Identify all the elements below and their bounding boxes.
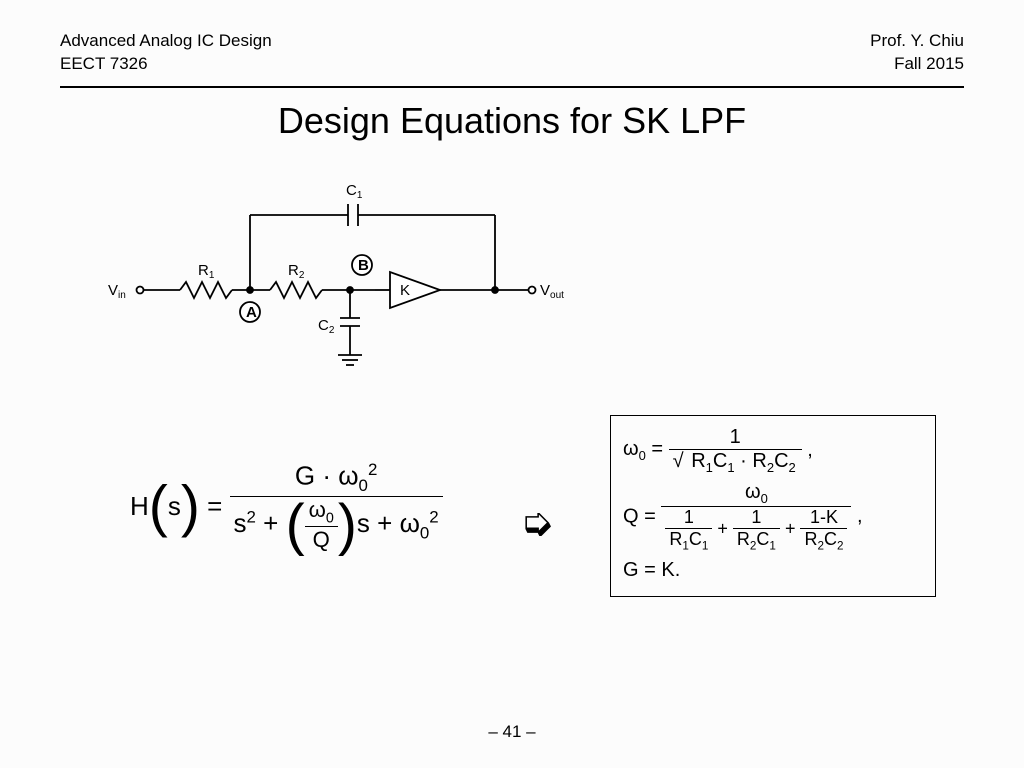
course-code: EECT 7326 — [60, 53, 272, 76]
equations: H(s) = G · ω02 s2 + ( ω0 Q )s + ω02 ➭ ω0… — [100, 440, 940, 660]
header-right: Prof. Y. Chiu Fall 2015 — [870, 30, 964, 76]
q-equation: Q = ω0 1R1C1 + 1R2C1 + 1-KR2C2 , — [623, 481, 923, 553]
page-number: – 41 – — [0, 722, 1024, 742]
label-k: K — [400, 282, 410, 299]
label-r1: R1 — [198, 262, 215, 281]
professor: Prof. Y. Chiu — [870, 30, 964, 53]
transfer-function: H(s) = G · ω02 s2 + ( ω0 Q )s + ω02 — [130, 460, 443, 553]
arrow-icon: ➭ — [520, 500, 554, 546]
circuit-diagram: Vin Vout R1 R2 C1 C2 K A B — [100, 160, 570, 390]
node-a: A — [246, 304, 257, 321]
results-box: ω0 = 1 √ R1C1 · R2C2 , Q = ω0 1R1C1 + 1R… — [610, 415, 936, 597]
g-equation: G = K. — [623, 559, 923, 582]
page-title: Design Equations for SK LPF — [0, 100, 1024, 142]
slide-header: Advanced Analog IC Design EECT 7326 Prof… — [0, 0, 1024, 82]
label-vout: Vout — [540, 282, 564, 301]
term: Fall 2015 — [870, 53, 964, 76]
node-b: B — [358, 257, 369, 274]
course-title: Advanced Analog IC Design — [60, 30, 272, 53]
header-left: Advanced Analog IC Design EECT 7326 — [60, 30, 272, 76]
header-divider — [60, 86, 964, 88]
label-c1: C1 — [346, 182, 363, 201]
label-vin: Vin — [108, 282, 126, 301]
label-r2: R2 — [288, 262, 305, 281]
label-c2: C2 — [318, 317, 335, 336]
omega0-equation: ω0 = 1 √ R1C1 · R2C2 , — [623, 426, 923, 475]
